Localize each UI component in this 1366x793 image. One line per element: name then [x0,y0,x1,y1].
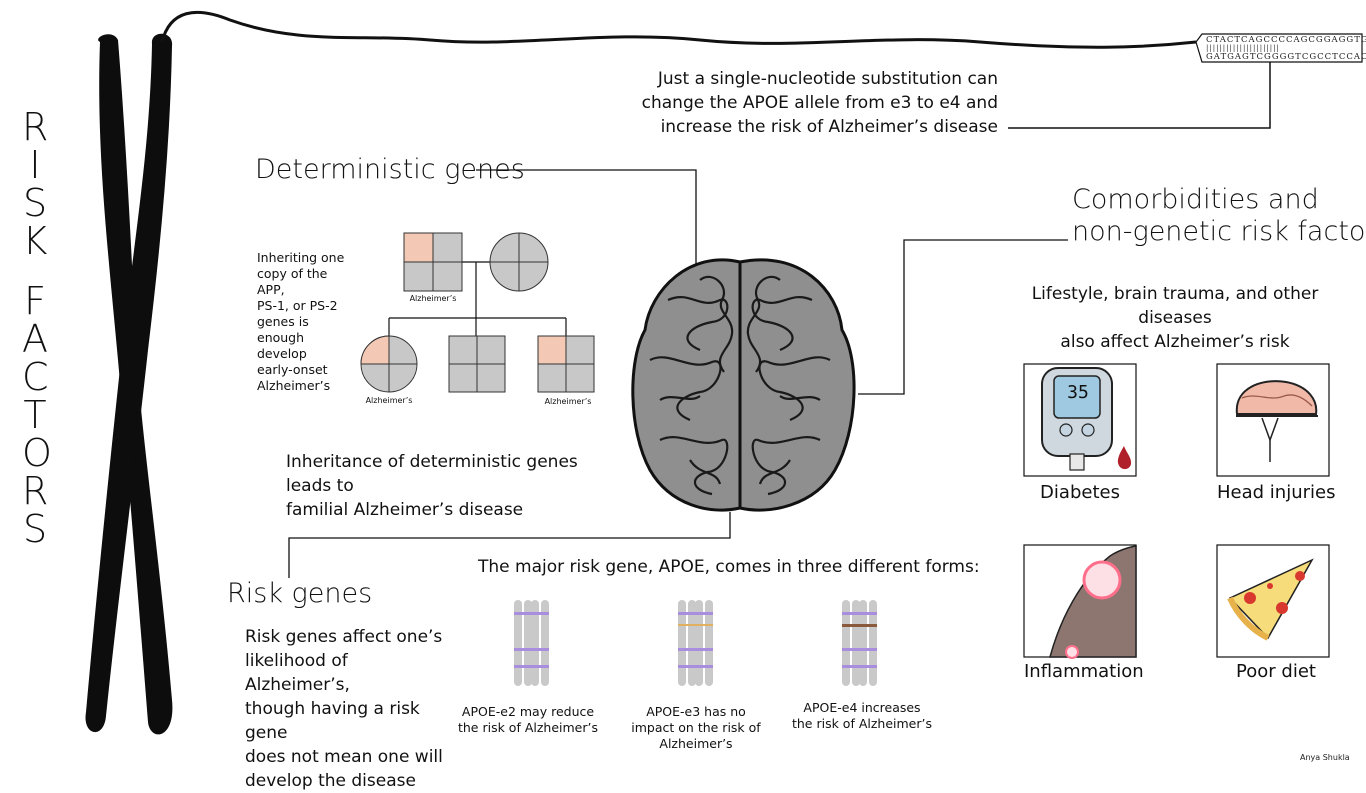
glucose-meter-icon [1041,367,1113,471]
description-line: does not mean one will [245,747,443,767]
pedigree-label-daughter: Alzheimer’s [365,396,413,405]
title-letter: K [22,219,48,263]
side-text-line: copy of the APP, [257,266,328,297]
comorbidities-subtext: Lifestyle, brain trauma, and other disea… [1004,282,1346,354]
caption-line: APOE-e4 increases [803,700,921,715]
dna-bonds: |||||||||||||||||||||| [1206,44,1280,52]
dna-bottom-strand: GATGAGTCGGGGTCGCCTCCAC [1206,52,1366,62]
side-text-line: Alzheimer’s [257,378,331,393]
apoe-e4-chromosome-icon [842,600,877,686]
caption-line: the risk of Alzheimer’s [457,720,598,735]
blood-drop-icon [1117,446,1132,470]
glucose-reading: 35 [1067,382,1089,403]
description-line: likelihood of Alzheimer’s, [245,651,350,695]
deterministic-side-text: Inheriting one copy of the APP, PS-1, or… [257,250,357,394]
side-text-line: PS-1, or PS-2 [257,298,338,313]
title-letter: C [22,355,49,399]
author-credit: Anya Shukla [1300,753,1350,762]
pedigree-son-unaffected [448,335,506,393]
caption-line: impact on the risk of [631,720,761,735]
title-letter: S [22,181,48,225]
dna-sequence: CTACTCAGCCCCAGCGGAGGTG |||||||||||||||||… [1206,35,1366,62]
caption-line: APOE-e2 may reduce [461,704,595,719]
deterministic-footer: Inheritance of deterministic genes leads… [286,450,626,522]
comorbidities-connector-line [858,239,1068,395]
risk-genes-description: Risk genes affect one’s likelihood of Al… [245,625,455,793]
head-injury-icon [1235,380,1318,462]
footer-line: Inheritance of deterministic genes leads… [286,452,578,496]
snp-note: Just a single-nucleotide substitution ca… [640,67,998,139]
dna-strand-box [1195,33,1363,63]
risk-genes-heading: Risk genes [227,578,373,609]
title-letter: S [22,507,48,551]
deterministic-genes-heading: Deterministic genes [255,154,525,185]
title-letter: T [23,393,47,437]
apoe-e2-caption: APOE-e2 may reduce the risk of Alzheimer… [450,704,606,736]
diabetes-label: Diabetes [1040,482,1120,503]
pedigree-son-affected [537,335,595,393]
snp-note-line: change the APOE allele from e3 to e4 and [641,93,998,113]
title-letter: I [29,143,41,187]
heading-line: non-genetic risk factors [1072,216,1366,247]
pizza-slice-icon [1227,558,1314,641]
apoe-e2-chromosome-icon [514,600,549,686]
description-line: Risk genes affect one’s [245,627,443,647]
pedigree-label-father: Alzheimer’s [409,294,457,303]
pedigree-lines [388,261,567,336]
inflammation-arm-icon [1049,545,1137,659]
title-letter: R [22,105,49,149]
caption-line: Alzheimer’s [659,736,733,751]
caption-line: APOE-e3 has no [646,704,746,719]
description-line: develop the disease [245,771,416,791]
side-text-line: early-onset [257,362,328,377]
snp-note-line: Just a single-nucleotide substitution ca… [657,69,998,89]
title-letter: O [22,431,52,475]
dna-top-strand: CTACTCAGCCCCAGCGGAGGTG [1206,35,1366,45]
inflammation-label: Inflammation [1024,661,1144,682]
description-line: though having a risk gene [245,699,420,743]
caption-line: the risk of Alzheimer’s [791,716,932,731]
side-text-line: genes is [257,314,309,329]
head-injuries-label: Head injuries [1217,482,1336,503]
side-text-line: Inheriting one [257,250,345,265]
poor-diet-label: Poor diet [1236,661,1316,682]
page-title-vertical: R I S K F A C T O R S [22,105,52,551]
heading-line: Comorbidities and [1072,184,1319,215]
apoe-e4-caption: APOE-e4 increases the risk of Alzheimer’… [784,700,940,732]
title-letter: A [22,317,48,361]
illustration-canvas [85,10,1363,735]
comorbidities-heading: Comorbidities and non-genetic risk facto… [1072,184,1366,248]
pedigree-father-affected [403,232,463,292]
pedigree-mother [489,232,549,292]
apoe-e3-caption: APOE-e3 has no impact on the risk of Alz… [618,704,774,752]
x-chromosome-icon [85,33,173,735]
dna-thread-line [160,10,1197,49]
snp-note-line: increase the risk of Alzheimer’s disease [660,117,998,137]
risk-genes-connector-line [288,512,731,578]
apoe-e3-chromosome-icon [678,600,713,686]
side-text-line: enough develop [257,330,307,361]
footer-line: familial Alzheimer’s disease [286,500,524,520]
subtext-line: Lifestyle, brain trauma, and other disea… [1031,284,1319,328]
snp-connector-line [1008,62,1271,129]
brain-icon [631,258,856,512]
subtext-line: also affect Alzheimer’s risk [1060,332,1290,352]
deterministic-connector-line [476,169,697,270]
apoe-intro: The major risk gene, APOE, comes in thre… [478,557,980,577]
pedigree-daughter-affected [360,335,418,393]
pedigree-label-son: Alzheimer’s [544,397,592,406]
title-letter: F [24,279,46,323]
title-letter: R [22,469,49,513]
